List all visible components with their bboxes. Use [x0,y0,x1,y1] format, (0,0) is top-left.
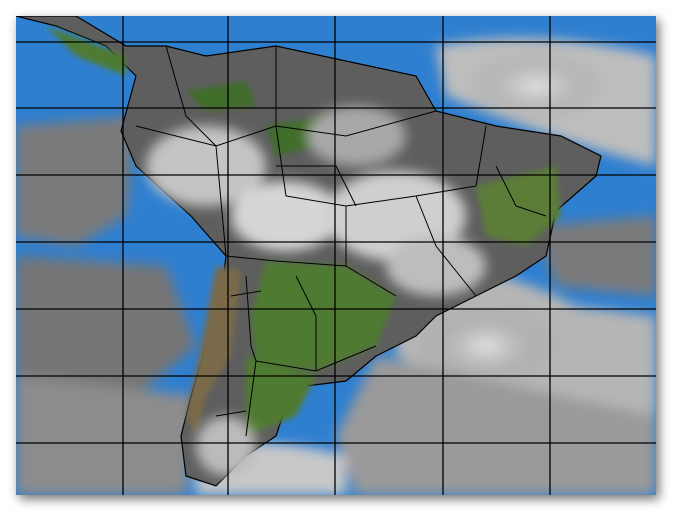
satellite-map [16,16,656,495]
lat-lon-grid [16,16,656,495]
political-borders [135,45,547,437]
cloud-cover [16,38,656,495]
map-canvas [16,16,656,495]
